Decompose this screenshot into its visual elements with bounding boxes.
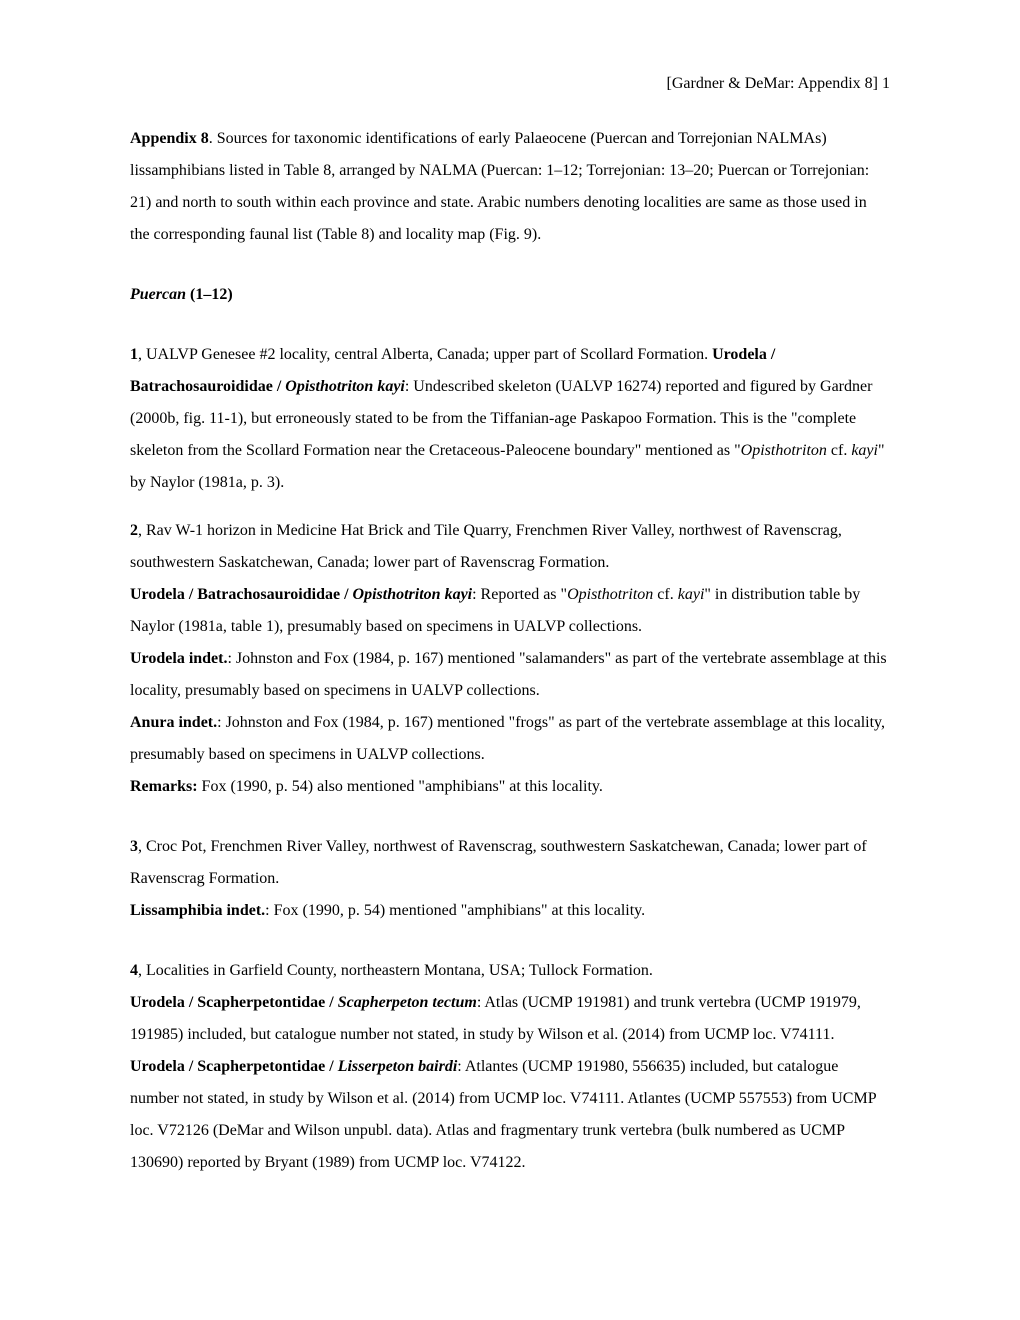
- locality-number: 2: [130, 522, 138, 539]
- appendix-intro: Appendix 8. Sources for taxonomic identi…: [130, 123, 890, 251]
- taxon-species: Lisserpeton bairdi: [338, 1058, 458, 1075]
- running-head-text: [Gardner & DeMar: Appendix 8] 1: [667, 75, 891, 92]
- section-range: (1–12): [186, 286, 233, 303]
- taxon-species: Opisthotriton kayi: [353, 586, 473, 603]
- locality-entry-2: 2, Rav W-1 horizon in Medicine Hat Brick…: [130, 515, 890, 803]
- species-mention: kayi: [678, 586, 705, 603]
- locality-entry-4: 4, Localities in Garfield County, northe…: [130, 955, 890, 1179]
- locality-description: , UALVP Genesee #2 locality, central Alb…: [138, 346, 712, 363]
- appendix-intro-text: . Sources for taxonomic identifications …: [130, 130, 869, 243]
- taxon-species: Opisthotriton kayi: [285, 378, 405, 395]
- genus-mention: Opisthotriton: [567, 586, 653, 603]
- locality-entry-3: 3, Croc Pot, Frenchmen River Valley, nor…: [130, 831, 890, 927]
- page: [Gardner & DeMar: Appendix 8] 1 Appendix…: [0, 0, 1020, 1254]
- locality-description: , Localities in Garfield County, northea…: [138, 962, 653, 979]
- spacer: [130, 803, 890, 831]
- taxon-body-part1: : Reported as ": [472, 586, 567, 603]
- section-heading-puercan: Puercan (1–12): [130, 279, 890, 311]
- section-name: Puercan: [130, 286, 186, 303]
- locality-number: 4: [130, 962, 138, 979]
- locality-entry-1: 1, UALVP Genesee #2 locality, central Al…: [130, 339, 890, 499]
- genus-mention: Opisthotriton: [741, 442, 827, 459]
- taxon-body: : Fox (1990, p. 54) mentioned "amphibian…: [265, 902, 645, 919]
- locality-number: 3: [130, 838, 138, 855]
- taxon-label-urodela-indet: Urodela indet.: [130, 650, 227, 667]
- taxon-body: : Johnston and Fox (1984, p. 167) mentio…: [130, 714, 885, 763]
- locality-description: , Rav W-1 horizon in Medicine Hat Brick …: [130, 522, 842, 571]
- locality-number: 1: [130, 346, 138, 363]
- taxon-body: : Johnston and Fox (1984, p. 167) mentio…: [130, 650, 887, 699]
- taxon-body-part2: cf.: [827, 442, 851, 459]
- taxon-path: Urodela / Scapherpetontidae /: [130, 1058, 338, 1075]
- taxon-body-part2: cf.: [653, 586, 677, 603]
- taxon-path: Urodela / Batrachosauroididae /: [130, 586, 353, 603]
- appendix-label: Appendix 8: [130, 130, 209, 147]
- taxon-label-lissamphibia-indet: Lissamphibia indet.: [130, 902, 265, 919]
- species-mention: kayi: [851, 442, 878, 459]
- taxon-label-anura-indet: Anura indet.: [130, 714, 217, 731]
- taxon-species: Scapherpeton tectum: [338, 994, 477, 1011]
- remarks-label: Remarks:: [130, 778, 198, 795]
- locality-description: , Croc Pot, Frenchmen River Valley, nort…: [130, 838, 867, 887]
- spacer: [130, 927, 890, 955]
- remarks-body: Fox (1990, p. 54) also mentioned "amphib…: [198, 778, 603, 795]
- running-head: [Gardner & DeMar: Appendix 8] 1: [130, 75, 890, 93]
- taxon-path: Urodela / Scapherpetontidae /: [130, 994, 338, 1011]
